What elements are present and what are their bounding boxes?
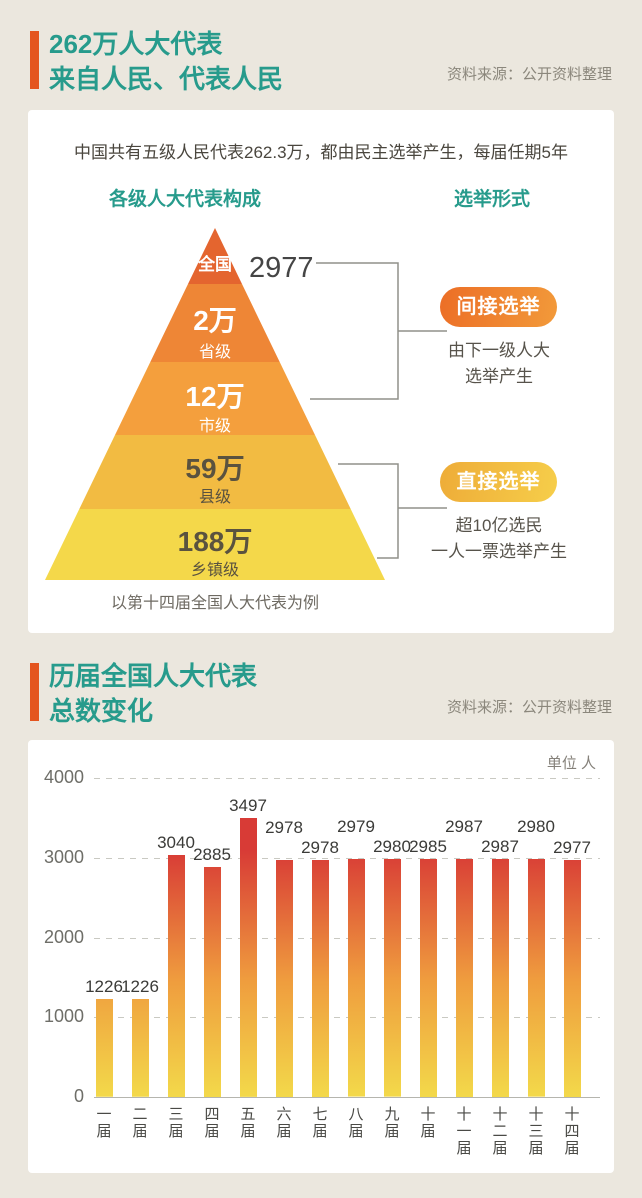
bar <box>491 858 509 1097</box>
bar-value-label: 1226 <box>85 977 123 997</box>
bar-term-label: 七 届 <box>312 1106 328 1140</box>
section2-title-line2: 总数变化 <box>49 696 154 726</box>
bar-value-label: 2987 <box>481 836 519 856</box>
bar-value-label: 3497 <box>229 796 267 816</box>
section1-accent-bar <box>30 31 39 89</box>
bar-value-label: 2885 <box>193 844 231 864</box>
section1-title-line2: 来自人民、代表人民 <box>49 64 284 94</box>
bar <box>239 818 257 1097</box>
indirect-desc-line2: 选举产生 <box>465 367 533 386</box>
ytick-label-2000: 2000 <box>43 926 84 947</box>
bar-value-label: 2979 <box>337 817 375 837</box>
gridline-1000 <box>94 1017 600 1019</box>
pyramid-column-heading: 各级人大代表构成 <box>108 189 261 210</box>
city-label: 市级 <box>199 417 231 435</box>
bar-term-label: 六 届 <box>276 1106 292 1140</box>
bar-value-label: 2987 <box>445 816 483 836</box>
province-label: 省级 <box>199 343 231 361</box>
bar-term-label: 九 届 <box>384 1106 400 1140</box>
section1-title: 262万人大代表 来自人民、代表人民 <box>49 27 283 97</box>
bar <box>203 866 221 1097</box>
ytick-label-3000: 3000 <box>43 846 84 867</box>
direct-desc-line2: 一人一票选举产生 <box>431 542 567 561</box>
pyramid-card: 中国共有五级人民代表262.3万，都由民主选举产生，每届任期5年 各级人大代表构… <box>28 110 614 633</box>
direct-desc-line1: 超10亿选民 <box>455 516 543 535</box>
gridline-3000 <box>94 857 600 859</box>
national-value: 2977 <box>249 252 314 284</box>
section2-title: 历届全国人大代表 总数变化 <box>49 659 257 729</box>
bar <box>275 859 293 1097</box>
bar <box>419 858 437 1097</box>
gridline-4000 <box>94 778 600 779</box>
indirect-election-badge: 间接选举 <box>440 287 557 327</box>
bar-value-label: 2978 <box>301 837 339 857</box>
bar <box>311 859 329 1097</box>
city-value: 12万 <box>185 381 244 412</box>
bar <box>455 858 473 1097</box>
gridline-0 <box>94 1097 600 1098</box>
election-column-heading: 选举形式 <box>453 189 530 210</box>
bar-term-label: 二 届 <box>132 1106 148 1140</box>
bar <box>347 859 365 1097</box>
bar-chart-plot: 0 1000 2000 3000 4000 1226 一 届 1226 二 届 3040 三 届 28… <box>28 740 614 1173</box>
province-value: 2万 <box>193 305 237 336</box>
bar-term-label: 十 四 届 <box>564 1106 580 1157</box>
gridline-2000 <box>94 937 600 939</box>
bar-value-label: 2977 <box>553 837 591 857</box>
bar-term-label: 一 届 <box>96 1106 112 1140</box>
county-label: 县级 <box>199 488 231 506</box>
bar-term-label: 八 届 <box>348 1106 364 1140</box>
unit-label: 单位 人 <box>546 755 596 772</box>
ytick-label-1000: 1000 <box>43 1006 84 1027</box>
indirect-desc-line1: 由下一级人大 <box>448 341 550 360</box>
bar <box>527 859 545 1097</box>
bar-term-label: 三 届 <box>168 1106 184 1140</box>
pyramid-caption: 以第十四届全国人大代表为例 <box>111 594 319 612</box>
township-label: 乡镇级 <box>191 561 239 579</box>
bar-term-label: 十 届 <box>420 1106 436 1140</box>
bar-term-label: 五 届 <box>240 1106 256 1140</box>
county-value: 59万 <box>185 453 244 484</box>
bar-value-label: 2980 <box>517 817 555 837</box>
pyramid-segment-township <box>45 509 385 580</box>
pyramid-segment-city <box>115 362 315 435</box>
bar <box>95 999 113 1097</box>
bracket-direct <box>338 463 399 559</box>
section1-title-line1: 262万人大代表 <box>49 29 223 59</box>
pyramid-segment-national <box>188 228 242 284</box>
section2-source: 资料来源：公开资料整理 <box>446 699 612 716</box>
bracket-indirect <box>310 262 399 400</box>
bar-value-label: 3040 <box>157 832 195 852</box>
pyramid-segment-province <box>150 284 280 362</box>
section1-source: 资料来源：公开资料整理 <box>446 66 612 83</box>
bar-value-label: 2978 <box>265 817 303 837</box>
pyramid-segment-county <box>79 435 351 509</box>
bar-term-label: 四 届 <box>204 1106 220 1140</box>
bar-value-label: 2980 <box>373 837 411 857</box>
bar-chart-card: 单位 人 0 1000 2000 3000 4000 1226 一 届 1226 二 届 3040… <box>28 740 614 1173</box>
intro-text: 中国共有五级人民代表262.3万，都由民主选举产生，每届任期5年 <box>74 143 568 162</box>
pyramid-diagram: 全国 2977 2万 省级 12万 市级 59万 县级 188万 乡镇级 以第十… <box>45 228 447 612</box>
indirect-election-desc: 由下一级人大 选举产生 <box>410 338 588 390</box>
bar <box>383 859 401 1097</box>
direct-election-badge: 直接选举 <box>440 462 557 502</box>
ytick-label-0: 0 <box>73 1086 84 1106</box>
bar-value-label: 1226 <box>121 977 159 997</box>
national-label: 全国 <box>197 254 232 274</box>
ytick-label-4000: 4000 <box>43 767 84 787</box>
bar-value-label: 2985 <box>409 836 447 856</box>
bar <box>167 854 185 1097</box>
section2-title-line1: 历届全国人大代表 <box>49 661 258 691</box>
township-value: 188万 <box>178 526 253 557</box>
bar <box>131 999 149 1097</box>
direct-election-desc: 超10亿选民 一人一票选举产生 <box>410 513 588 565</box>
bar-term-label: 十 二 届 <box>492 1106 508 1157</box>
bar-term-label: 十 三 届 <box>528 1106 544 1157</box>
bar-term-label: 十 一 届 <box>456 1106 472 1157</box>
bar <box>563 859 581 1097</box>
section2-accent-bar <box>30 663 39 721</box>
